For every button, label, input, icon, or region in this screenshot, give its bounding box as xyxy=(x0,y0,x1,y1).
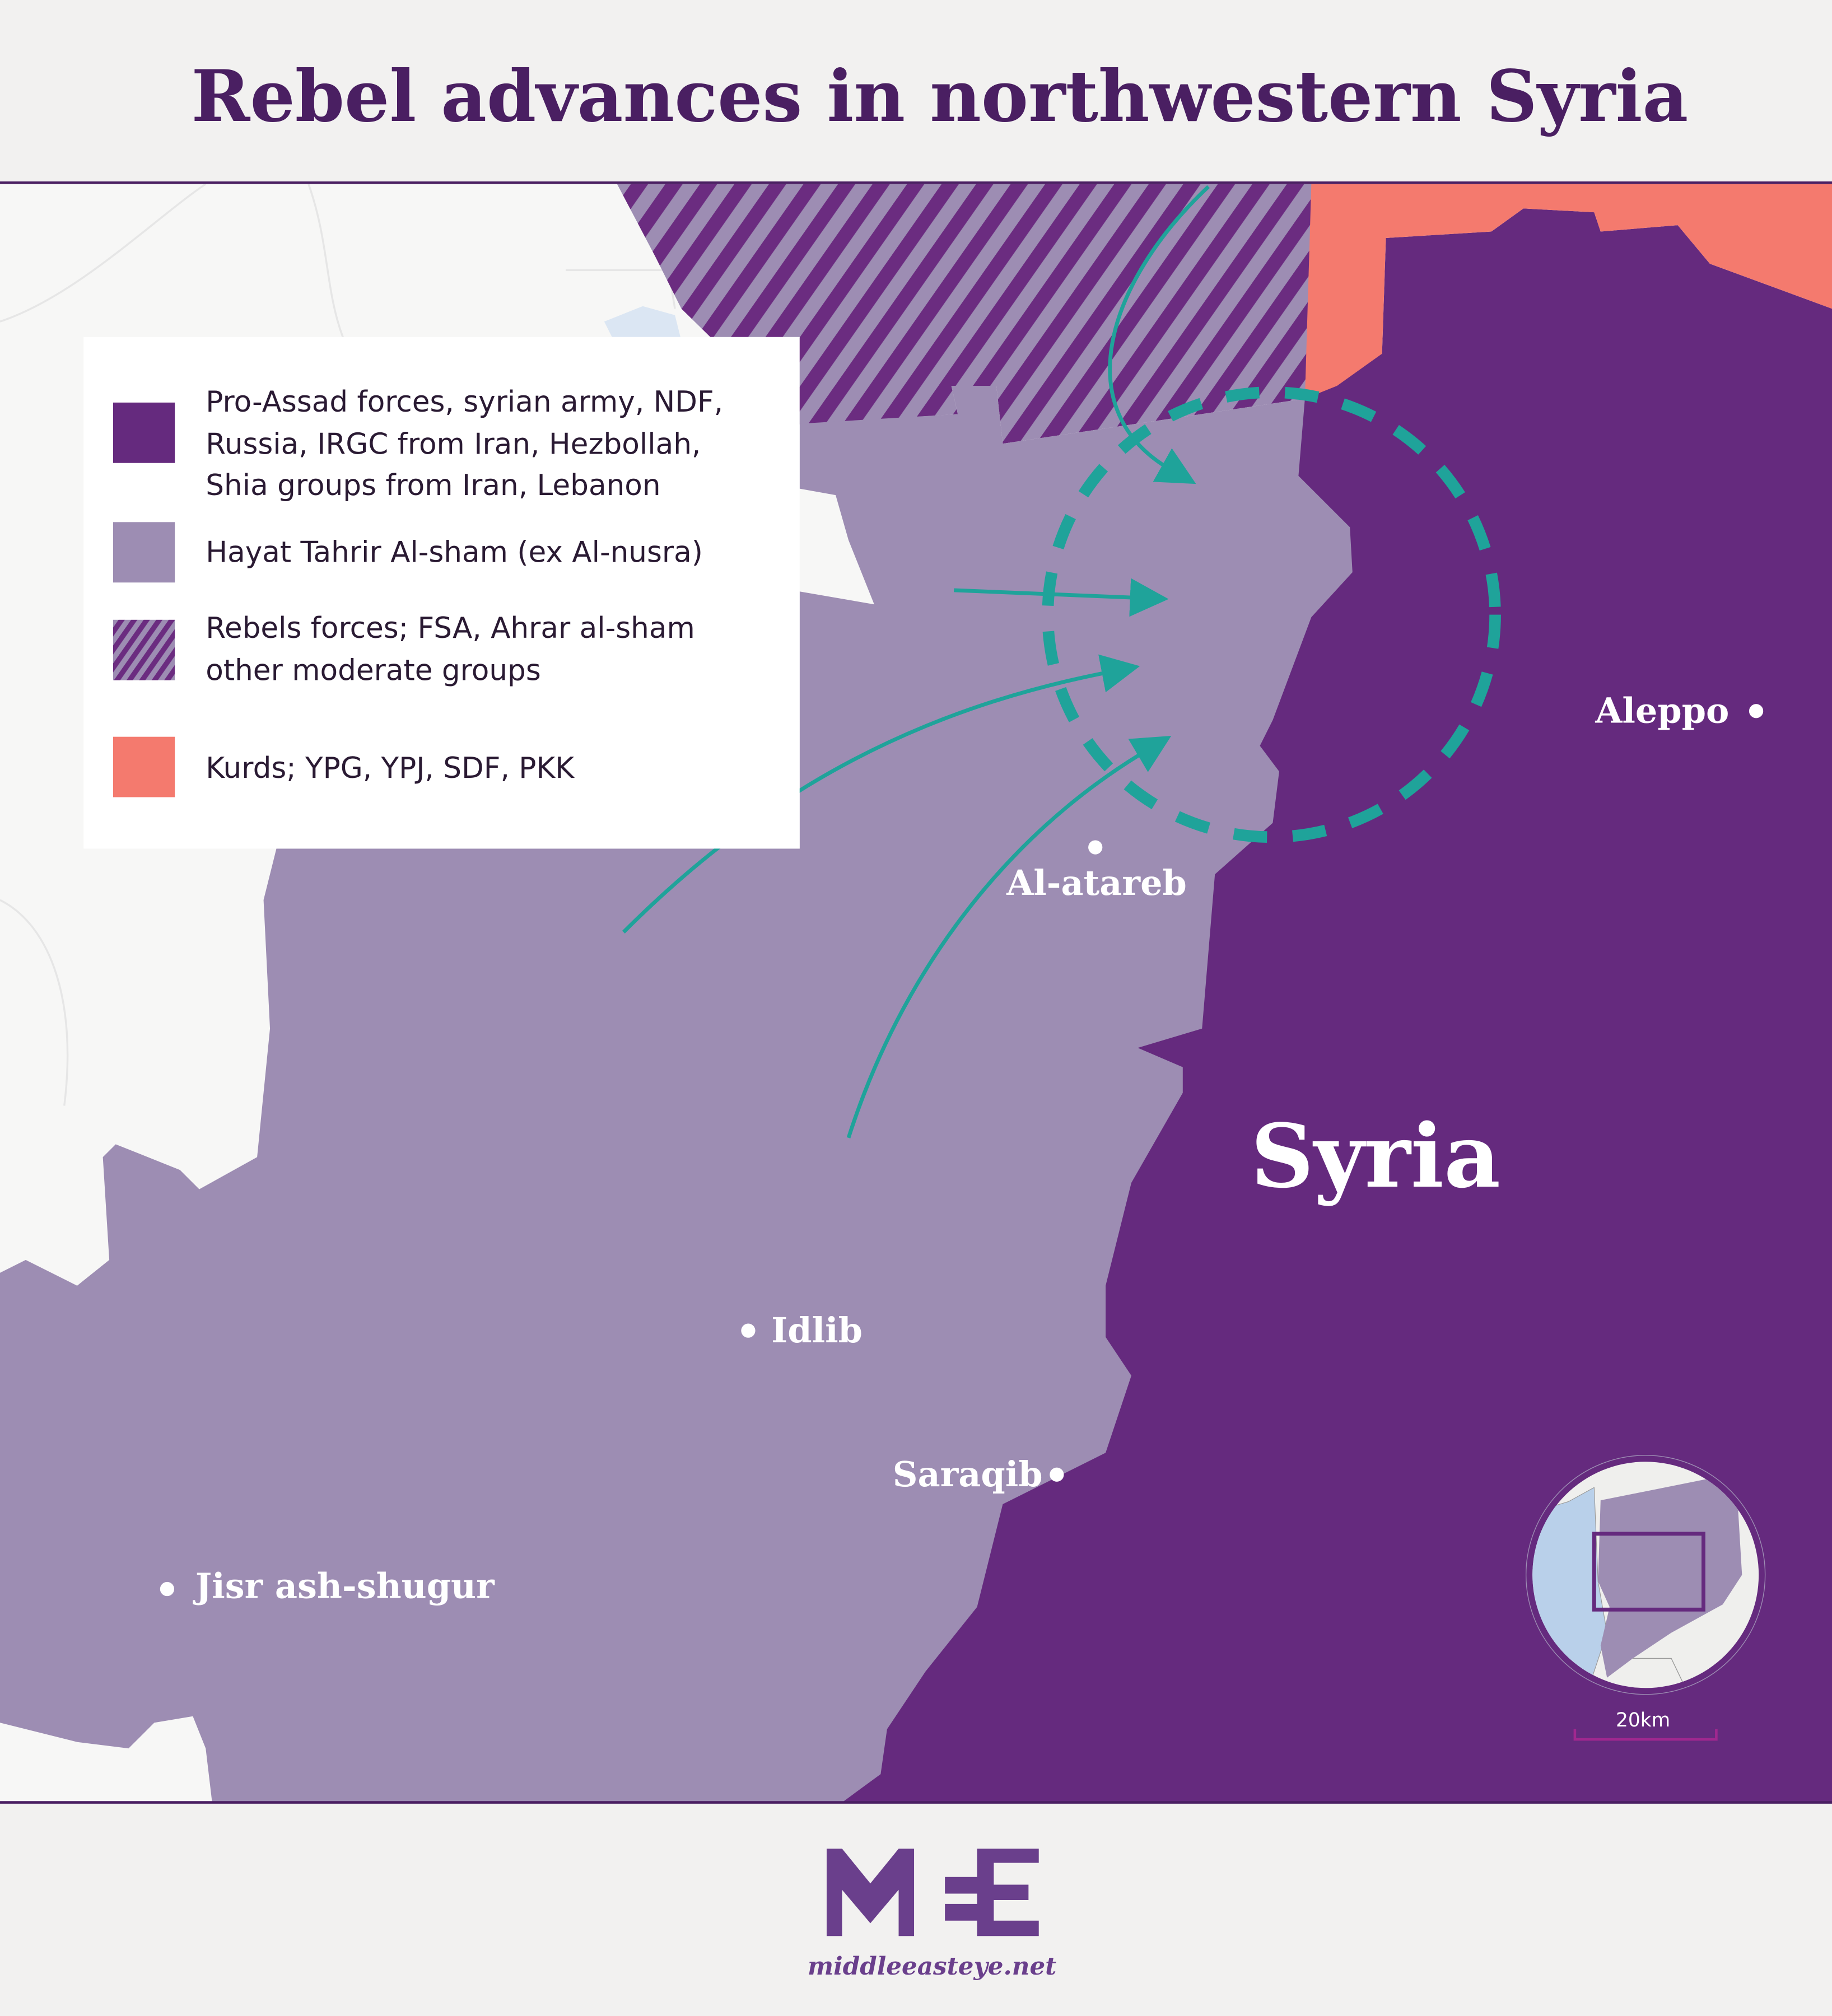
hts-area xyxy=(0,386,1353,1803)
city-aleppo: Aleppo xyxy=(1595,690,1764,731)
country-label: Syria xyxy=(1251,1104,1500,1207)
legend-label: other moderate groups xyxy=(206,654,540,688)
map: Aleppo Al-atareb Idlib Saraqib Jisr ash-… xyxy=(0,184,1832,1803)
water-patch xyxy=(604,306,682,348)
legend-label: Russia, IRGC from Iran, Hezbollah, xyxy=(206,428,701,461)
city-al-atareb: Al-atareb xyxy=(1006,840,1187,903)
legend-swatch-hts xyxy=(113,522,175,583)
scale-bar: 20km xyxy=(1573,1709,1718,1741)
svg-text:Idlib: Idlib xyxy=(771,1310,863,1351)
legend: Pro-Assad forces, syrian army, NDF, Russ… xyxy=(83,337,800,849)
city-idlib: Idlib xyxy=(741,1310,863,1351)
advance-arrow xyxy=(622,654,1140,934)
city-jisr-ash-shugur: Jisr ash-shugur xyxy=(160,1566,495,1607)
legend-swatch-kurds xyxy=(113,736,175,797)
legend-label: Hayat Tahrir Al-sham (ex Al-nusra) xyxy=(206,535,703,569)
legend-label: Rebels forces; FSA, Ahrar al-sham xyxy=(206,612,695,645)
kurdish-area xyxy=(1304,184,1832,399)
svg-text:Al-atareb: Al-atareb xyxy=(1006,862,1187,903)
legend-label: Pro-Assad forces, syrian army, NDF, xyxy=(206,385,723,419)
svg-text:Saraqib: Saraqib xyxy=(893,1454,1043,1495)
header-background xyxy=(0,0,1832,183)
legend-label: Shia groups from Iran, Lebanon xyxy=(206,469,660,502)
logo-url: middleeasteye.net xyxy=(808,1952,1056,1981)
target-zone-circle xyxy=(1042,386,1501,843)
legend-swatch-rebels xyxy=(113,619,175,680)
page-title: Rebel advances in northwestern Syria xyxy=(192,54,1689,138)
legend-swatch-pro-assad xyxy=(113,402,175,463)
svg-text:Aleppo: Aleppo xyxy=(1595,690,1729,731)
advance-arrow xyxy=(846,736,1172,1138)
inset-extent-box xyxy=(1592,1532,1705,1612)
svg-text:20km: 20km xyxy=(1616,1709,1670,1732)
mee-logo: middleeasteye.net xyxy=(808,1849,1056,1981)
legend-label: Kurds; YPG, YPJ, SDF, PKK xyxy=(206,752,575,785)
svg-text:Jisr ash-shugur: Jisr ash-shugur xyxy=(193,1566,495,1607)
advance-arrows xyxy=(622,185,1501,1138)
city-saraqib: Saraqib xyxy=(893,1454,1064,1495)
